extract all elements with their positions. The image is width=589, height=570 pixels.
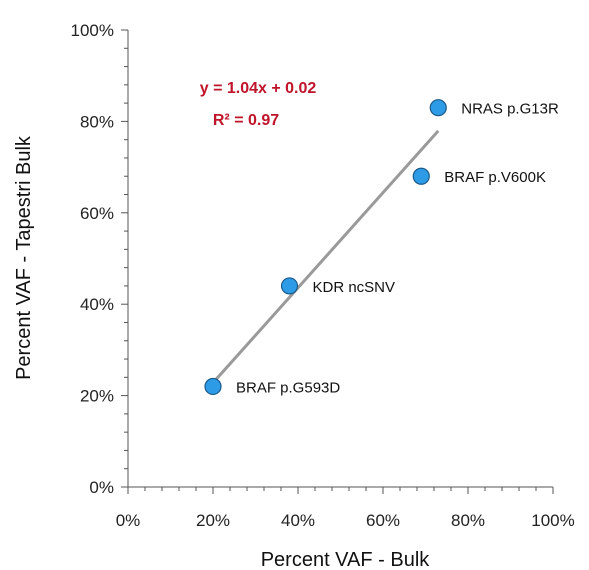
point-label: BRAF p.G593D <box>236 379 340 396</box>
y-tick-label: 40% <box>80 295 114 314</box>
y-tick-label: 100% <box>71 21 114 40</box>
x-tick-label: 100% <box>531 511 574 530</box>
equation-label: y = 1.04x + 0.02 <box>200 80 317 97</box>
x-axis-title: Percent VAF - Bulk <box>261 549 431 570</box>
r-squared-label: R² = 0.97 <box>213 112 279 129</box>
data-point <box>429 99 447 117</box>
axes <box>121 29 554 494</box>
y-tick-label: 20% <box>80 387 114 406</box>
point-labels: BRAF p.G593D KDR ncSNV BRAF p.V600K NRAS p.… <box>236 101 559 397</box>
point-label: BRAF p.V600K <box>444 169 546 186</box>
x-tick-label: 0% <box>116 511 141 530</box>
y-tick-label: 80% <box>80 112 114 131</box>
point-label: KDR ncSNV <box>313 279 396 296</box>
data-point <box>204 377 222 396</box>
x-tick-label: 40% <box>281 511 315 530</box>
x-tick-label: 80% <box>451 511 485 530</box>
y-tick-label: 60% <box>80 204 114 223</box>
data-points <box>204 99 447 396</box>
x-tick-label: 20% <box>196 511 230 530</box>
tick-labels: 0% 20% 40% 60% 80% 100% 0% 20% 40% 60% 80% 100% <box>71 21 575 530</box>
x-tick-label: 60% <box>366 511 400 530</box>
data-point <box>280 277 299 295</box>
point-label: NRAS p.G13R <box>461 101 559 118</box>
y-axis-title: Percent VAF - Tapestri Bulk <box>13 135 35 380</box>
trendline <box>211 129 440 384</box>
data-point <box>412 167 430 185</box>
y-tick-label: 0% <box>89 478 114 497</box>
